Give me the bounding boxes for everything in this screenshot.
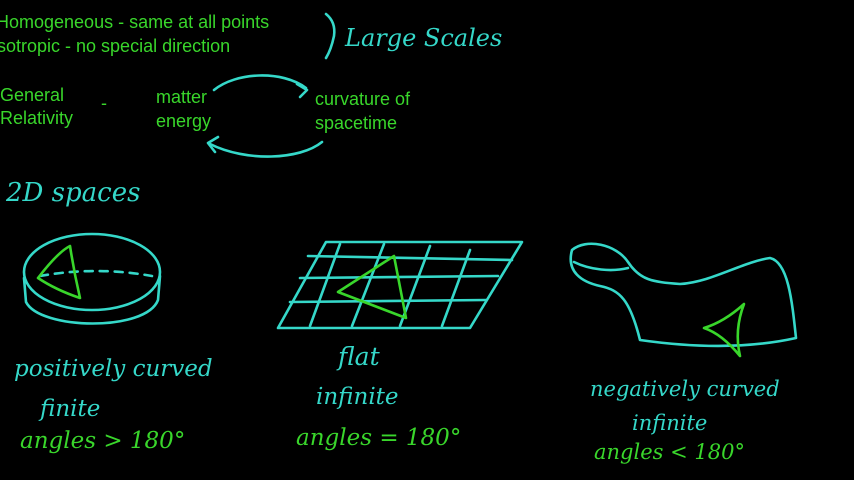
large-scales-brace (324, 12, 336, 60)
flat-triangle (336, 254, 408, 320)
gr-label-line2: Relativity (0, 108, 74, 128)
saddle-front-lip (572, 260, 630, 272)
negative-angles-label: angles < 180° (594, 440, 745, 464)
saddle-triangle (702, 302, 746, 358)
flat-grid-v4 (440, 248, 472, 328)
large-scales-note: Large Scales (345, 24, 503, 52)
flat-angles-label: angles = 180° (296, 425, 462, 451)
spacetime-text: spacetime (315, 113, 398, 133)
arrow-curvature-to-matter (208, 140, 324, 158)
sphere-side (22, 274, 162, 325)
flat-grid-v1 (308, 242, 342, 328)
flat-grid-h3 (288, 298, 488, 304)
homogeneous-text: Homogeneous - same at all points (0, 12, 270, 32)
positive-angles-label: angles > 180° (20, 428, 186, 454)
flat-grid-h1 (306, 254, 514, 262)
arrow-matter-to-curvature (212, 74, 308, 92)
positive-kind-label: positively curved (14, 356, 213, 382)
isotropic-text: Isotropic - no special direction (0, 36, 231, 56)
flat-kind-label: flat (338, 342, 380, 371)
gr-label-line1: General (0, 85, 65, 105)
sphere-dashed-equator (38, 269, 154, 278)
negative-extent-label: infinite (632, 411, 708, 435)
negative-kind-label: negatively curved (590, 377, 780, 401)
gr-dash: - (101, 93, 107, 113)
flat-extent-label: infinite (316, 384, 399, 410)
energy-text: energy (156, 111, 212, 131)
arrow-curvature-to-matter-head (206, 135, 220, 154)
spherical-triangle (36, 244, 82, 300)
matter-text: matter (156, 87, 208, 107)
2d-spaces-heading: 2D spaces (6, 178, 141, 208)
positive-extent-label: finite (40, 396, 101, 422)
sphere-top-ellipse (22, 232, 162, 312)
flat-grid-v2 (350, 242, 386, 328)
saddle-outline (569, 242, 798, 348)
arrow-matter-to-curvature-head (295, 82, 309, 99)
curvature-text: curvature of (315, 89, 411, 109)
flat-plane-outline (276, 240, 524, 330)
